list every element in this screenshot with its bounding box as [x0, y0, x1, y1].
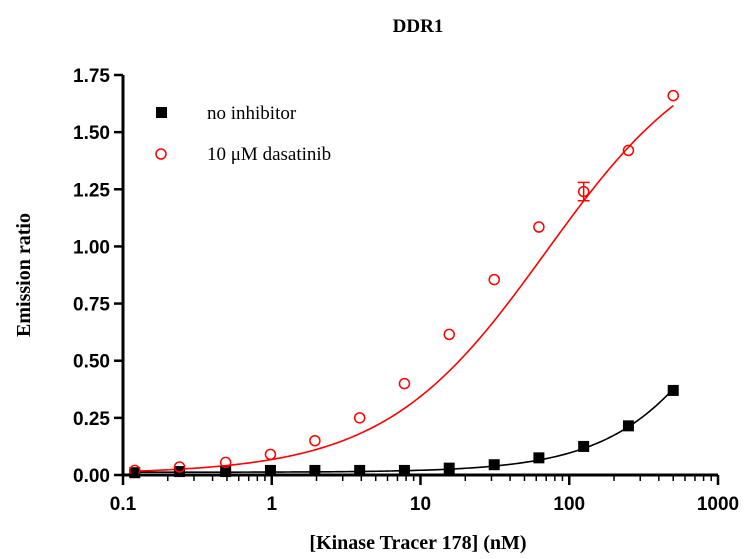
- point-no-inhibitor-0: [129, 467, 141, 479]
- y-tick-label-0: 0.00: [73, 466, 110, 487]
- y-tick-label-7: 1.75: [73, 66, 110, 87]
- point-no-inhibitor-6: [398, 464, 410, 476]
- point-dasatinib-7: [443, 328, 455, 341]
- point-no-inhibitor-8: [488, 459, 500, 471]
- fit-curve-0: [134, 388, 674, 474]
- chart-title: DDR1: [393, 16, 444, 37]
- point-no-inhibitor-9: [533, 452, 545, 464]
- point-dasatinib-2: [219, 456, 232, 469]
- point-dasatinib-3: [264, 448, 277, 461]
- x-tick-label-2: 10: [410, 494, 431, 515]
- y-axis-label: Emission ratio: [13, 213, 35, 337]
- x-tick-label-3: 100: [553, 494, 585, 515]
- x-tick-label-1: 1: [266, 494, 277, 515]
- point-dasatinib-9: [533, 221, 545, 233]
- point-no-inhibitor-2: [220, 466, 232, 478]
- point-no-inhibitor-10: [578, 440, 590, 452]
- point-dasatinib-1: [173, 461, 186, 473]
- x-axis-label: [Kinase Tracer 178] (nM): [309, 532, 526, 554]
- point-no-inhibitor-4: [309, 464, 321, 476]
- legend: no inhibitor 10 μM dasatinib: [155, 103, 331, 165]
- y-tick-label-5: 1.25: [73, 180, 110, 201]
- point-dasatinib-11: [622, 144, 635, 157]
- y-tick-label-1: 0.25: [73, 409, 110, 430]
- legend-marker-dasatinib: [155, 148, 167, 160]
- point-no-inhibitor-11: [622, 420, 634, 432]
- point-dasatinib-10: [577, 185, 590, 198]
- axes: [121, 75, 718, 477]
- point-no-inhibitor-3: [264, 464, 276, 476]
- y-tick-label-3: 0.75: [73, 295, 110, 316]
- point-dasatinib-5: [353, 412, 366, 424]
- x-tick-label-4: 1000: [697, 494, 739, 515]
- point-dasatinib-6: [398, 377, 411, 390]
- legend-label-no-inhibitor: no inhibitor: [207, 103, 297, 124]
- point-no-inhibitor-7: [443, 462, 455, 474]
- point-no-inhibitor-12: [667, 384, 679, 396]
- point-dasatinib-12: [667, 89, 679, 102]
- point-dasatinib-8: [488, 273, 500, 286]
- legend-label-dasatinib: 10 μM dasatinib: [207, 144, 331, 165]
- x-tick-label-0: 0.1: [110, 494, 137, 515]
- legend-marker-no-inhibitor: [156, 107, 167, 118]
- point-dasatinib-4: [309, 434, 321, 447]
- y-tick-label-2: 0.50: [73, 352, 110, 373]
- y-tick-label-4: 1.00: [73, 237, 110, 258]
- y-tick-label-6: 1.50: [73, 123, 110, 144]
- point-no-inhibitor-5: [354, 464, 366, 476]
